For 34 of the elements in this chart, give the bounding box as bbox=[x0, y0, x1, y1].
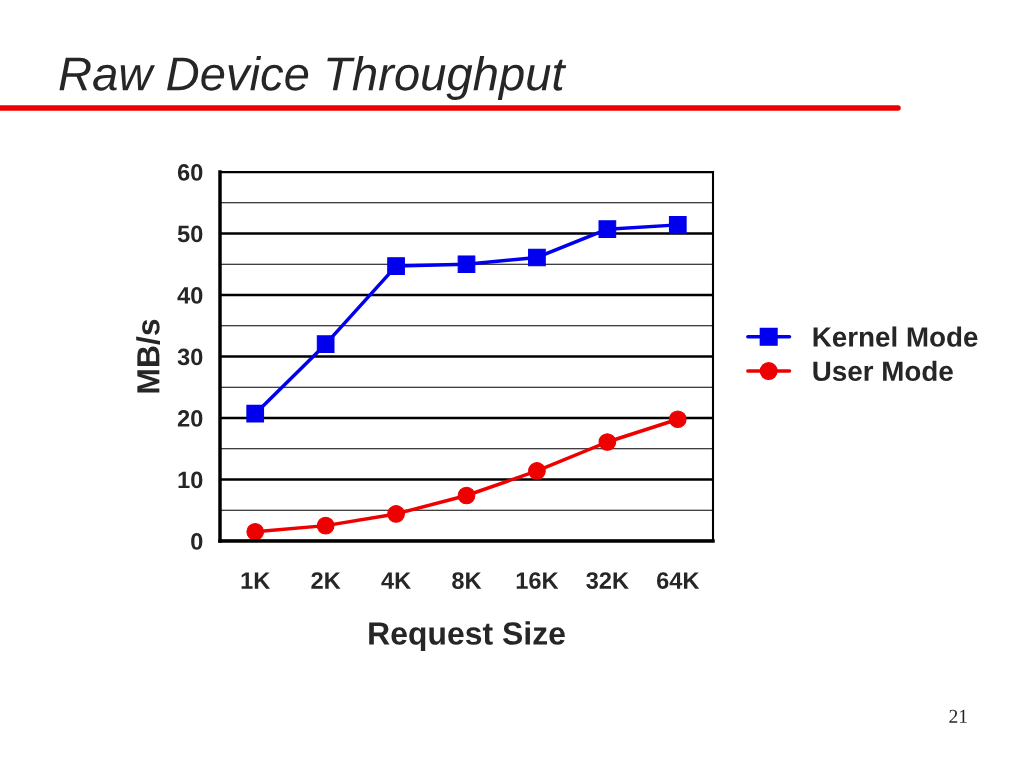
y-tick-label: 60 bbox=[177, 164, 203, 181]
point bbox=[457, 255, 476, 274]
chart-title: Raw Device Throughput bbox=[59, 55, 567, 101]
x-axis-title: Request Size bbox=[369, 621, 565, 652]
point bbox=[598, 433, 617, 451]
x-tick-label: 16K bbox=[516, 572, 559, 589]
x-tick-label: 32K bbox=[586, 572, 629, 589]
point bbox=[246, 522, 265, 541]
y-tick-label: 0 bbox=[191, 533, 203, 550]
point bbox=[387, 505, 405, 523]
point bbox=[316, 335, 335, 354]
legend-label: User Mode bbox=[813, 360, 953, 382]
point bbox=[598, 220, 617, 239]
point bbox=[387, 257, 405, 275]
text: 21 bbox=[949, 709, 967, 723]
y-tick-label: 30 bbox=[177, 348, 203, 366]
y-tick-label: 50 bbox=[177, 225, 203, 243]
point bbox=[316, 516, 335, 535]
y-tick-label: 10 bbox=[178, 471, 203, 489]
x-tick-label: 1K bbox=[241, 572, 271, 589]
x-tick-label: 64K bbox=[656, 572, 700, 589]
y-tick-label: 40 bbox=[177, 287, 203, 304]
point bbox=[668, 216, 687, 234]
point bbox=[457, 486, 476, 505]
point bbox=[246, 404, 265, 423]
x-tick-label: 4K bbox=[381, 572, 411, 589]
point bbox=[668, 410, 687, 429]
legend-label: Kernel Mode bbox=[813, 326, 978, 347]
y-axis-title: MB/s bbox=[136, 319, 160, 393]
x-tick-label: 8K bbox=[452, 572, 482, 589]
y-tick-label: 20 bbox=[177, 410, 203, 427]
point bbox=[528, 462, 546, 480]
point bbox=[528, 248, 546, 267]
x-tick-label: 2K bbox=[311, 572, 341, 589]
